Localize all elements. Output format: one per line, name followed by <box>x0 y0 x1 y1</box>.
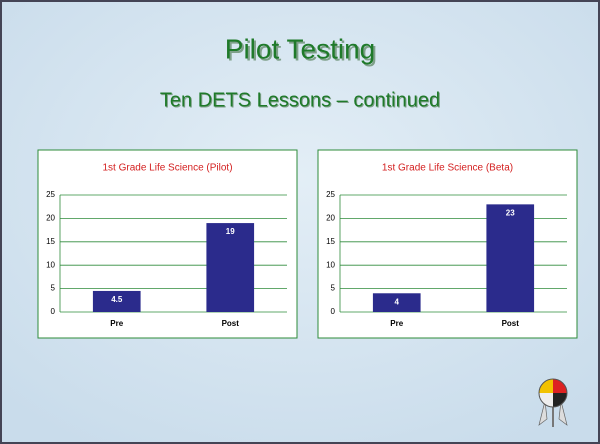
y-tick-label: 10 <box>46 260 55 269</box>
y-tick-label: 15 <box>326 237 335 246</box>
x-tick-label: Pre <box>390 319 403 328</box>
bar <box>486 204 535 312</box>
y-tick-label: 15 <box>46 237 55 246</box>
y-tick-label: 0 <box>331 307 336 316</box>
y-tick-label: 10 <box>326 260 335 269</box>
subtitle-shadow: Ten DETS Lessons – continued <box>161 90 441 112</box>
data-label: 23 <box>506 208 515 217</box>
slide-subtitle: Ten DETS Lessons – continued <box>160 89 440 111</box>
y-tick-label: 5 <box>331 284 336 293</box>
data-label: 4.5 <box>111 295 123 304</box>
y-tick-label: 0 <box>51 307 56 316</box>
slide-title: Pilot Testing <box>225 33 375 64</box>
bar <box>372 293 421 312</box>
y-tick-label: 20 <box>46 214 55 223</box>
title-shadow: Pilot Testing <box>227 35 377 66</box>
data-label: 19 <box>226 227 235 236</box>
y-tick-label: 20 <box>326 214 335 223</box>
x-tick-label: Post <box>222 319 240 328</box>
emblem <box>538 378 568 427</box>
y-tick-label: 25 <box>326 190 335 199</box>
x-tick-label: Pre <box>110 319 123 328</box>
bar <box>92 290 141 312</box>
chart-title: 1st Grade Life Science (Pilot) <box>102 163 232 174</box>
data-label: 4 <box>395 297 400 306</box>
y-tick-label: 5 <box>51 284 56 293</box>
x-tick-label: Post <box>502 319 520 328</box>
y-tick-label: 25 <box>46 190 55 199</box>
chart-title: 1st Grade Life Science (Beta) <box>382 163 513 174</box>
chart-frame <box>37 149 298 339</box>
bar <box>206 223 255 312</box>
chart-frame <box>317 149 578 339</box>
